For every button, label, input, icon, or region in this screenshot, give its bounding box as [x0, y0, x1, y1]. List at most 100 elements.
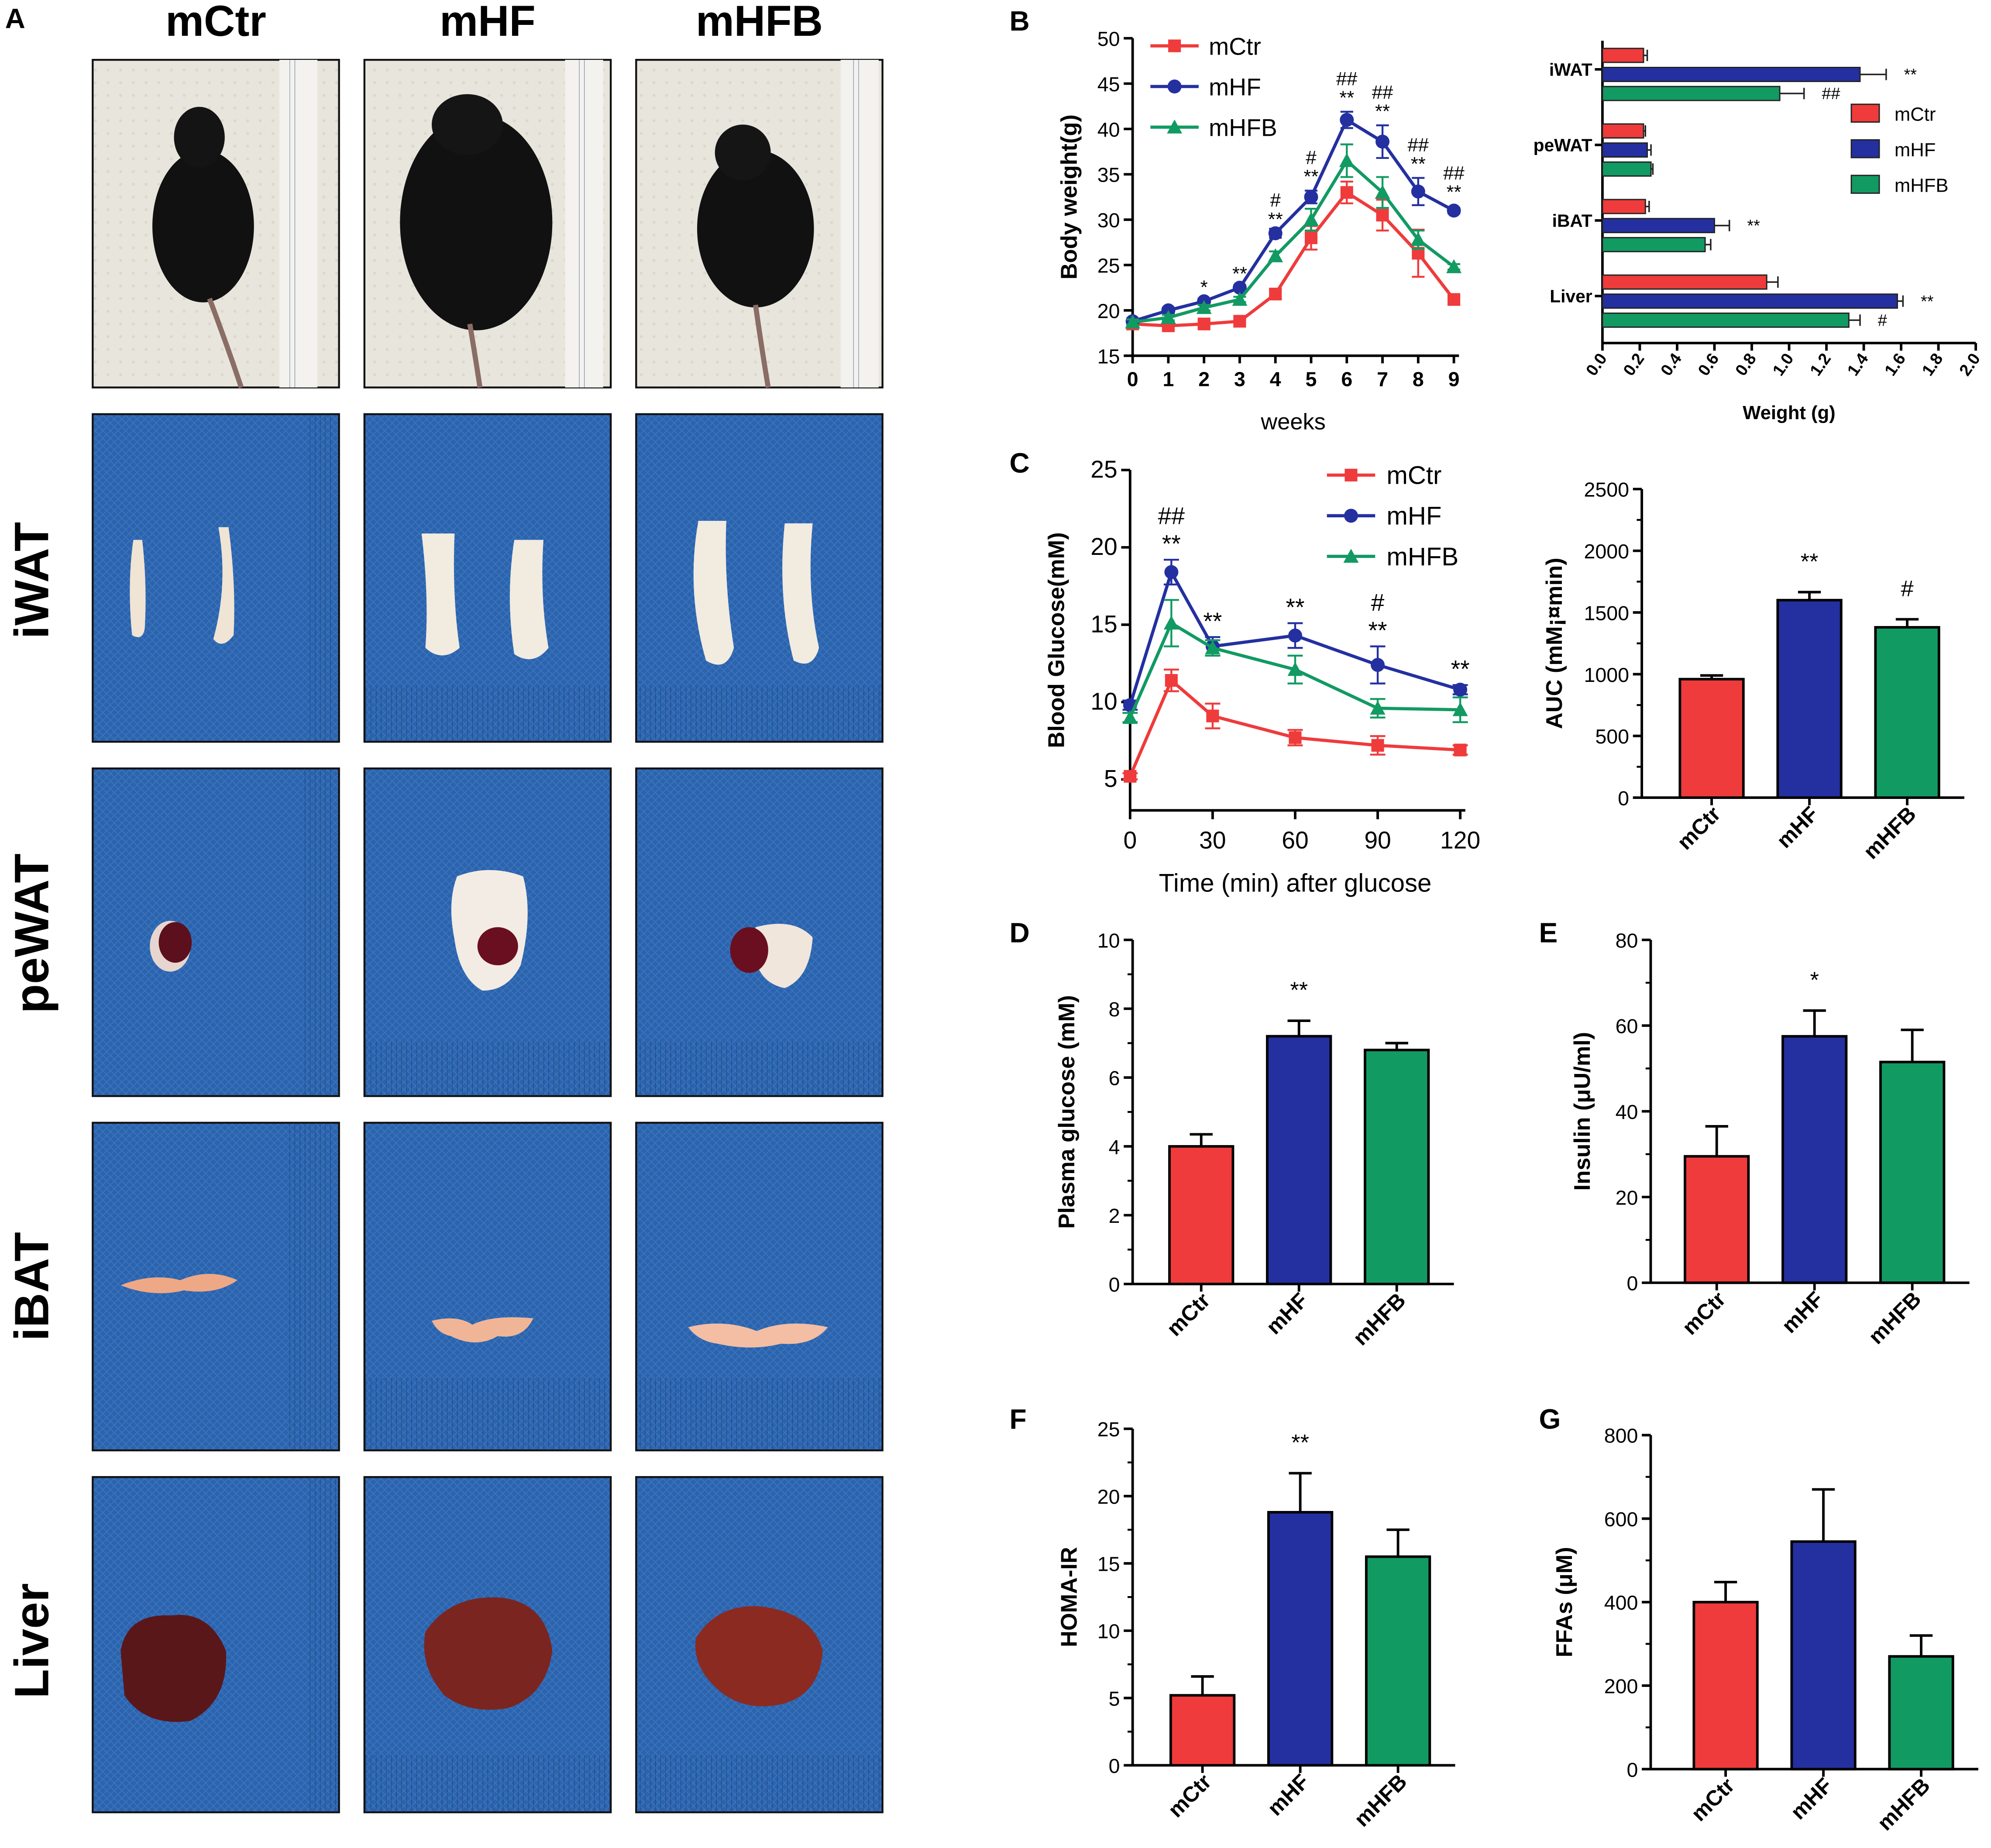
y-tick-label: 200	[1604, 1675, 1638, 1698]
data-point-mCtr	[1289, 731, 1302, 744]
data-point-mHFB	[1232, 292, 1248, 306]
bar-mHFB-Liver	[1602, 312, 1850, 328]
significance-mark: **	[1451, 656, 1470, 683]
y-tick-label: 6	[1109, 1067, 1120, 1090]
data-point-mHFB	[1446, 259, 1462, 273]
y-tick-label: 35	[1097, 164, 1120, 186]
x-tick-label: 6	[1341, 368, 1352, 391]
data-point-mHF	[1375, 134, 1390, 149]
bar-mHF-iBAT	[1602, 218, 1715, 234]
x-tick-label: mHF	[1786, 1773, 1837, 1824]
y-tick-label: 2500	[1584, 478, 1629, 501]
photo-pewat-mhfb	[635, 767, 884, 1097]
y-tick-label: 8	[1109, 998, 1120, 1021]
panel-label-e: E	[1539, 917, 1558, 949]
data-point-mCtr	[1233, 315, 1246, 328]
legend-swatch	[1850, 175, 1880, 194]
data-point-mHFB	[1125, 314, 1141, 329]
legend-label: mHFB	[1209, 114, 1277, 141]
series-line-mCtr	[1128, 678, 1461, 777]
significance-mark: **	[1747, 217, 1760, 235]
y-tick-label: 15	[1090, 610, 1117, 637]
data-point-mHF	[1371, 658, 1385, 672]
x-tick-label: mCtr	[1673, 802, 1725, 854]
significance-mark: **	[1904, 66, 1917, 84]
x-tick-label: 1.0	[1769, 350, 1798, 379]
significance-mark: **	[1411, 154, 1426, 175]
legend-label: mCtr	[1209, 33, 1261, 60]
y-tick-label: 0	[1109, 1273, 1120, 1296]
x-tick-label: 0.2	[1620, 350, 1648, 379]
x-tick-label: mCtr	[1687, 1773, 1739, 1826]
panel-label-b: B	[1009, 5, 1029, 37]
legend-marker	[1167, 119, 1183, 134]
bar-mCtr	[1678, 678, 1745, 799]
photo-ibat-mctr	[92, 1122, 340, 1452]
significance-mark: ##	[1408, 134, 1429, 155]
data-point-mHF	[1288, 628, 1302, 643]
panel-label-g: G	[1539, 1404, 1561, 1435]
y-tick-label: 10	[1090, 688, 1117, 715]
x-tick-label: mHF	[1263, 1769, 1314, 1820]
panel-label-d: D	[1009, 917, 1029, 949]
bar-mHFB-peWAT	[1602, 161, 1652, 177]
y-tick-label: 0	[1618, 787, 1629, 810]
x-tick-label: 90	[1364, 826, 1391, 853]
data-point-mHF	[1232, 280, 1247, 295]
x-tick-label: mHFB	[1864, 1287, 1926, 1349]
x-tick-label: 2.0	[1956, 350, 1984, 379]
significance-mark: **	[1268, 209, 1283, 230]
x-tick-label: mHFB	[1873, 1773, 1935, 1835]
legend-marker	[1345, 468, 1358, 482]
x-tick-label: mCtr	[1678, 1287, 1730, 1339]
y-tick-label: 25	[1097, 254, 1120, 277]
significance-mark: **	[1921, 293, 1934, 311]
bar-mCtr	[1684, 1155, 1750, 1284]
series-line-mHF	[1128, 568, 1461, 706]
y-tick-label: peWAT	[1534, 135, 1592, 155]
data-point-mHF	[1340, 113, 1354, 127]
y-tick-label: 2	[1109, 1204, 1120, 1227]
y-tick-label: 45	[1097, 73, 1120, 96]
y-tick-label: Liver	[1550, 286, 1592, 306]
x-tick-label: 60	[1282, 826, 1308, 853]
legend-label: mHF	[1895, 140, 1936, 161]
x-axis-title: Weight (g)	[1743, 403, 1835, 423]
x-tick-label: 7	[1377, 368, 1388, 391]
bar-mHF	[1790, 1540, 1857, 1771]
bar-mCtr	[1692, 1600, 1759, 1771]
significance-mark: ##	[1372, 82, 1393, 103]
data-point-mCtr	[1371, 739, 1384, 752]
data-point-mCtr	[1206, 709, 1219, 723]
photo-pewat-mhf	[363, 767, 612, 1097]
y-tick-label: 15	[1097, 1553, 1120, 1576]
significance-mark: **	[1286, 594, 1304, 621]
data-point-mCtr	[1448, 293, 1461, 306]
y-tick-label: 50	[1097, 28, 1120, 50]
data-point-mHFB	[1163, 615, 1179, 630]
legend-label: mHFB	[1895, 176, 1949, 196]
x-tick-label: 3	[1234, 368, 1245, 391]
photo-ibat-mhfb	[635, 1122, 884, 1452]
photo-col-title-mhf: mHF	[440, 0, 536, 45]
photo-mouse-mctr	[92, 59, 340, 389]
y-tick-label: 25	[1090, 456, 1117, 483]
panel-label-c: C	[1009, 447, 1029, 478]
panel-a-photos: A mCtr mHF mHFB iWAT peWAT iBAT Liver	[5, 0, 884, 1814]
significance-mark: **	[1162, 530, 1181, 557]
x-tick-label: 0	[1127, 368, 1138, 391]
significance-mark: **	[1369, 617, 1387, 644]
photo-row-title-pewat: peWAT	[5, 853, 59, 1013]
y-tick-label: 600	[1604, 1508, 1638, 1531]
bar-mCtr	[1169, 1694, 1236, 1767]
x-tick-label: 1.2	[1806, 350, 1835, 379]
y-tick-label: 5	[1109, 1687, 1120, 1710]
bar-mHF-peWAT	[1602, 142, 1648, 158]
y-axis-title: Body weight(g)	[1057, 114, 1082, 279]
significance-mark: **	[1339, 87, 1354, 108]
y-axis-title: Plasma glucose (mM)	[1054, 995, 1080, 1229]
x-axis-title: weeks	[1260, 410, 1325, 435]
x-tick-label: 120	[1440, 826, 1480, 853]
panel-label-f: F	[1009, 1404, 1026, 1435]
legend-label: mCtr	[1386, 461, 1441, 490]
